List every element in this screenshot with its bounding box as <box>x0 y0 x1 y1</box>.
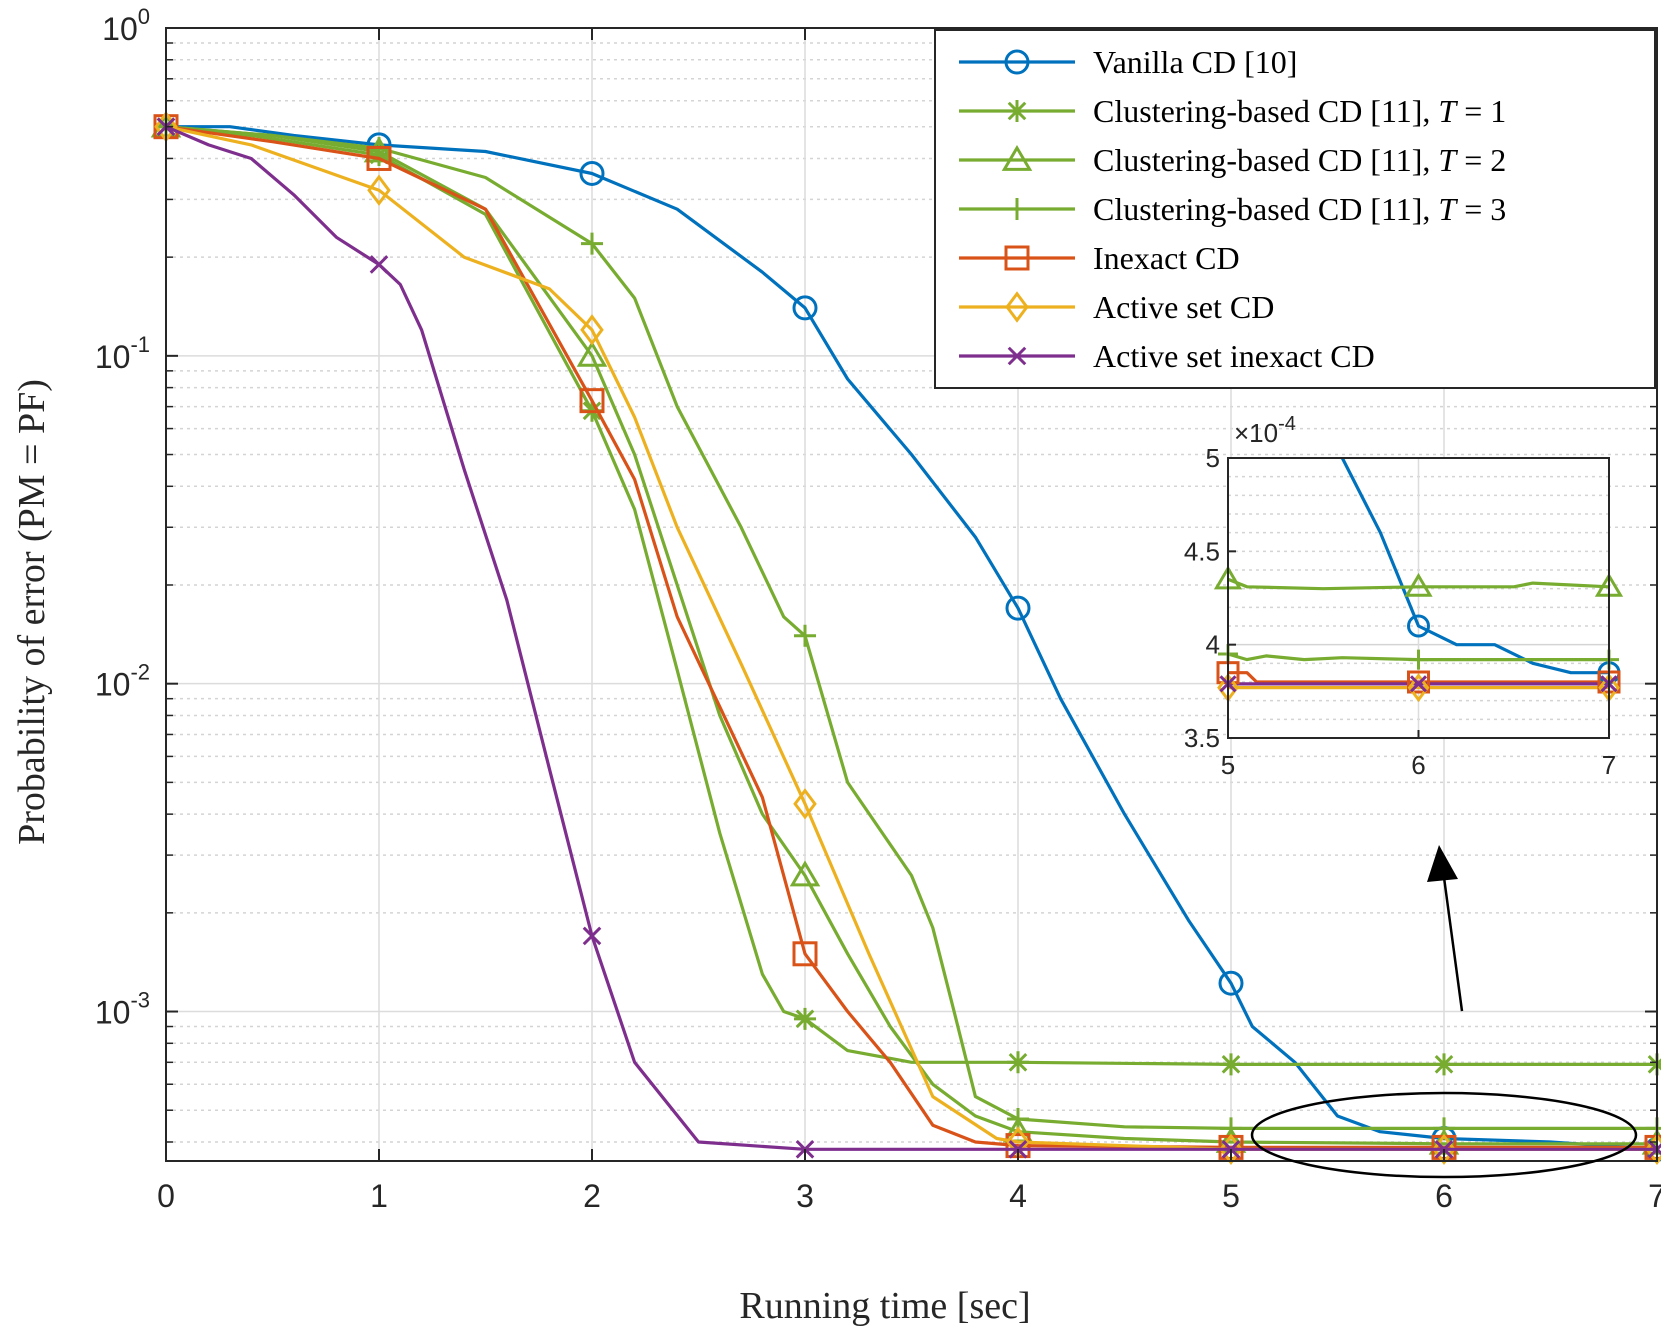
circle-marker <box>792 295 818 321</box>
square-marker <box>1407 670 1430 694</box>
asterisk-marker <box>1433 1053 1455 1076</box>
square-marker <box>1004 245 1030 271</box>
triangle-marker <box>789 860 821 887</box>
x-tick-label: 4 <box>1009 1178 1027 1214</box>
legend-entry-6: Active set CD <box>959 289 1274 325</box>
y-axis-title: Probability of error (PM = PF) <box>11 379 53 845</box>
x-tick-label: 5 <box>1222 1178 1240 1214</box>
main-axes: 0 1 2 3 4 5 6 7 100 10-1 10-2 10-3 <box>95 4 1661 1214</box>
legend-entry-1: Vanilla CD [10] <box>959 44 1297 80</box>
inset-series-4 <box>1228 671 1609 684</box>
legend-label: Clustering-based CD [11], T = 1 <box>1093 93 1506 129</box>
asterisk-marker <box>1006 100 1028 122</box>
x-tick-label: 6 <box>1435 1178 1453 1214</box>
inset-series-3 <box>1228 652 1609 662</box>
x-tick-label: 1 <box>370 1178 388 1214</box>
y-tick-label: 10-3 <box>95 988 150 1031</box>
zoom-arrow-head <box>1427 845 1458 883</box>
x-tick-label: 7 <box>1648 1178 1661 1214</box>
zoom-annotation <box>1250 845 1638 1179</box>
plus-marker <box>1006 198 1028 220</box>
inset-series-2 <box>1228 577 1609 591</box>
asterisk-marker <box>1007 1051 1029 1074</box>
legend-entry-3: Clustering-based CD [11], T = 2 <box>959 142 1506 178</box>
inset-series-line <box>1228 671 1609 684</box>
square-marker <box>792 941 818 967</box>
zoom-arrow-shaft <box>1441 869 1464 1012</box>
legend-label: Active set inexact CD <box>1093 338 1375 374</box>
inset-y-multiplier: ×10-4 <box>1234 413 1296 448</box>
x-tick-label: 2 <box>583 1178 601 1214</box>
square-marker <box>366 145 392 171</box>
square-marker <box>579 388 605 414</box>
series-line <box>165 125 1657 1151</box>
circle-marker <box>1005 595 1031 621</box>
inset-x-tick-label: 5 <box>1221 750 1235 780</box>
x-marker <box>369 255 389 274</box>
inset-x-tick-label: 7 <box>1602 750 1616 780</box>
x-marker <box>582 926 602 946</box>
diamond-marker <box>1219 1133 1243 1165</box>
inset-plot: 5 6 7 3.5 4 4.5 5 ×10-4 <box>1184 413 1624 780</box>
diamond-marker <box>1005 291 1029 323</box>
x-marker <box>1409 675 1428 693</box>
inset-series-1 <box>1340 458 1609 675</box>
series-line <box>165 125 1657 1131</box>
legend-entry-4: Clustering-based CD [11], T = 3 <box>959 191 1506 227</box>
inset-y-tick-label: 5 <box>1206 443 1220 473</box>
y-tick-label: 100 <box>102 4 150 47</box>
series-line <box>165 125 1657 1150</box>
legend-entry-2: Clustering-based CD [11], T = 1 <box>959 93 1506 129</box>
legend-label: Vanilla CD [10] <box>1093 44 1297 80</box>
diamond-marker <box>1645 1133 1661 1165</box>
inset-series-line <box>1228 652 1609 662</box>
inset-y-tick-label: 3.5 <box>1184 723 1220 753</box>
circle-marker <box>1004 49 1030 75</box>
asterisk-marker <box>794 1007 816 1030</box>
legend-label: Active set CD <box>1093 289 1274 325</box>
plus-marker <box>581 232 603 255</box>
plus-marker <box>794 624 816 647</box>
legend-label: Clustering-based CD [11], T = 3 <box>1093 191 1506 227</box>
circle-marker <box>1218 970 1244 996</box>
triangle-marker <box>1404 572 1433 597</box>
legend-entry-7: Active set inexact CD <box>959 338 1375 374</box>
plus-marker <box>1408 649 1429 670</box>
triangle-marker <box>1001 144 1033 171</box>
x-tick-label: 3 <box>796 1178 814 1214</box>
plot-frame <box>165 27 1658 1162</box>
inset-y-tick-label: 4.5 <box>1184 536 1220 566</box>
zoom-ellipse <box>1250 1091 1638 1179</box>
diamond-marker <box>580 314 604 346</box>
inset-y-tick-label: 4 <box>1206 630 1220 660</box>
diamond-marker <box>1407 673 1430 703</box>
diamond-marker <box>367 174 391 206</box>
asterisk-marker <box>1220 1053 1242 1076</box>
circle-marker <box>1407 614 1430 638</box>
inset-series-line <box>1228 577 1609 591</box>
inset-x-tick-label: 6 <box>1411 750 1425 780</box>
legend: Vanilla CD [10] Clustering-based CD [11],… <box>934 29 1656 389</box>
y-tick-label: 10-1 <box>95 332 150 375</box>
legend-entry-5: Inexact CD <box>959 240 1240 276</box>
legend-label: Inexact CD <box>1093 240 1240 276</box>
x-axis-title: Running time [sec] <box>739 1285 1030 1327</box>
circle-marker <box>579 160 605 186</box>
triangle-marker <box>576 340 608 367</box>
series-line <box>165 125 1657 1067</box>
x-tick-label: 0 <box>157 1178 175 1214</box>
series-line <box>166 125 1658 1151</box>
y-tick-label: 10-2 <box>95 660 150 703</box>
inset-series-line <box>1340 458 1609 675</box>
diamond-marker <box>793 788 817 820</box>
legend-label: Clustering-based CD [11], T = 2 <box>1093 142 1506 178</box>
x-marker <box>1007 346 1027 366</box>
diamond-marker <box>1432 1133 1456 1165</box>
